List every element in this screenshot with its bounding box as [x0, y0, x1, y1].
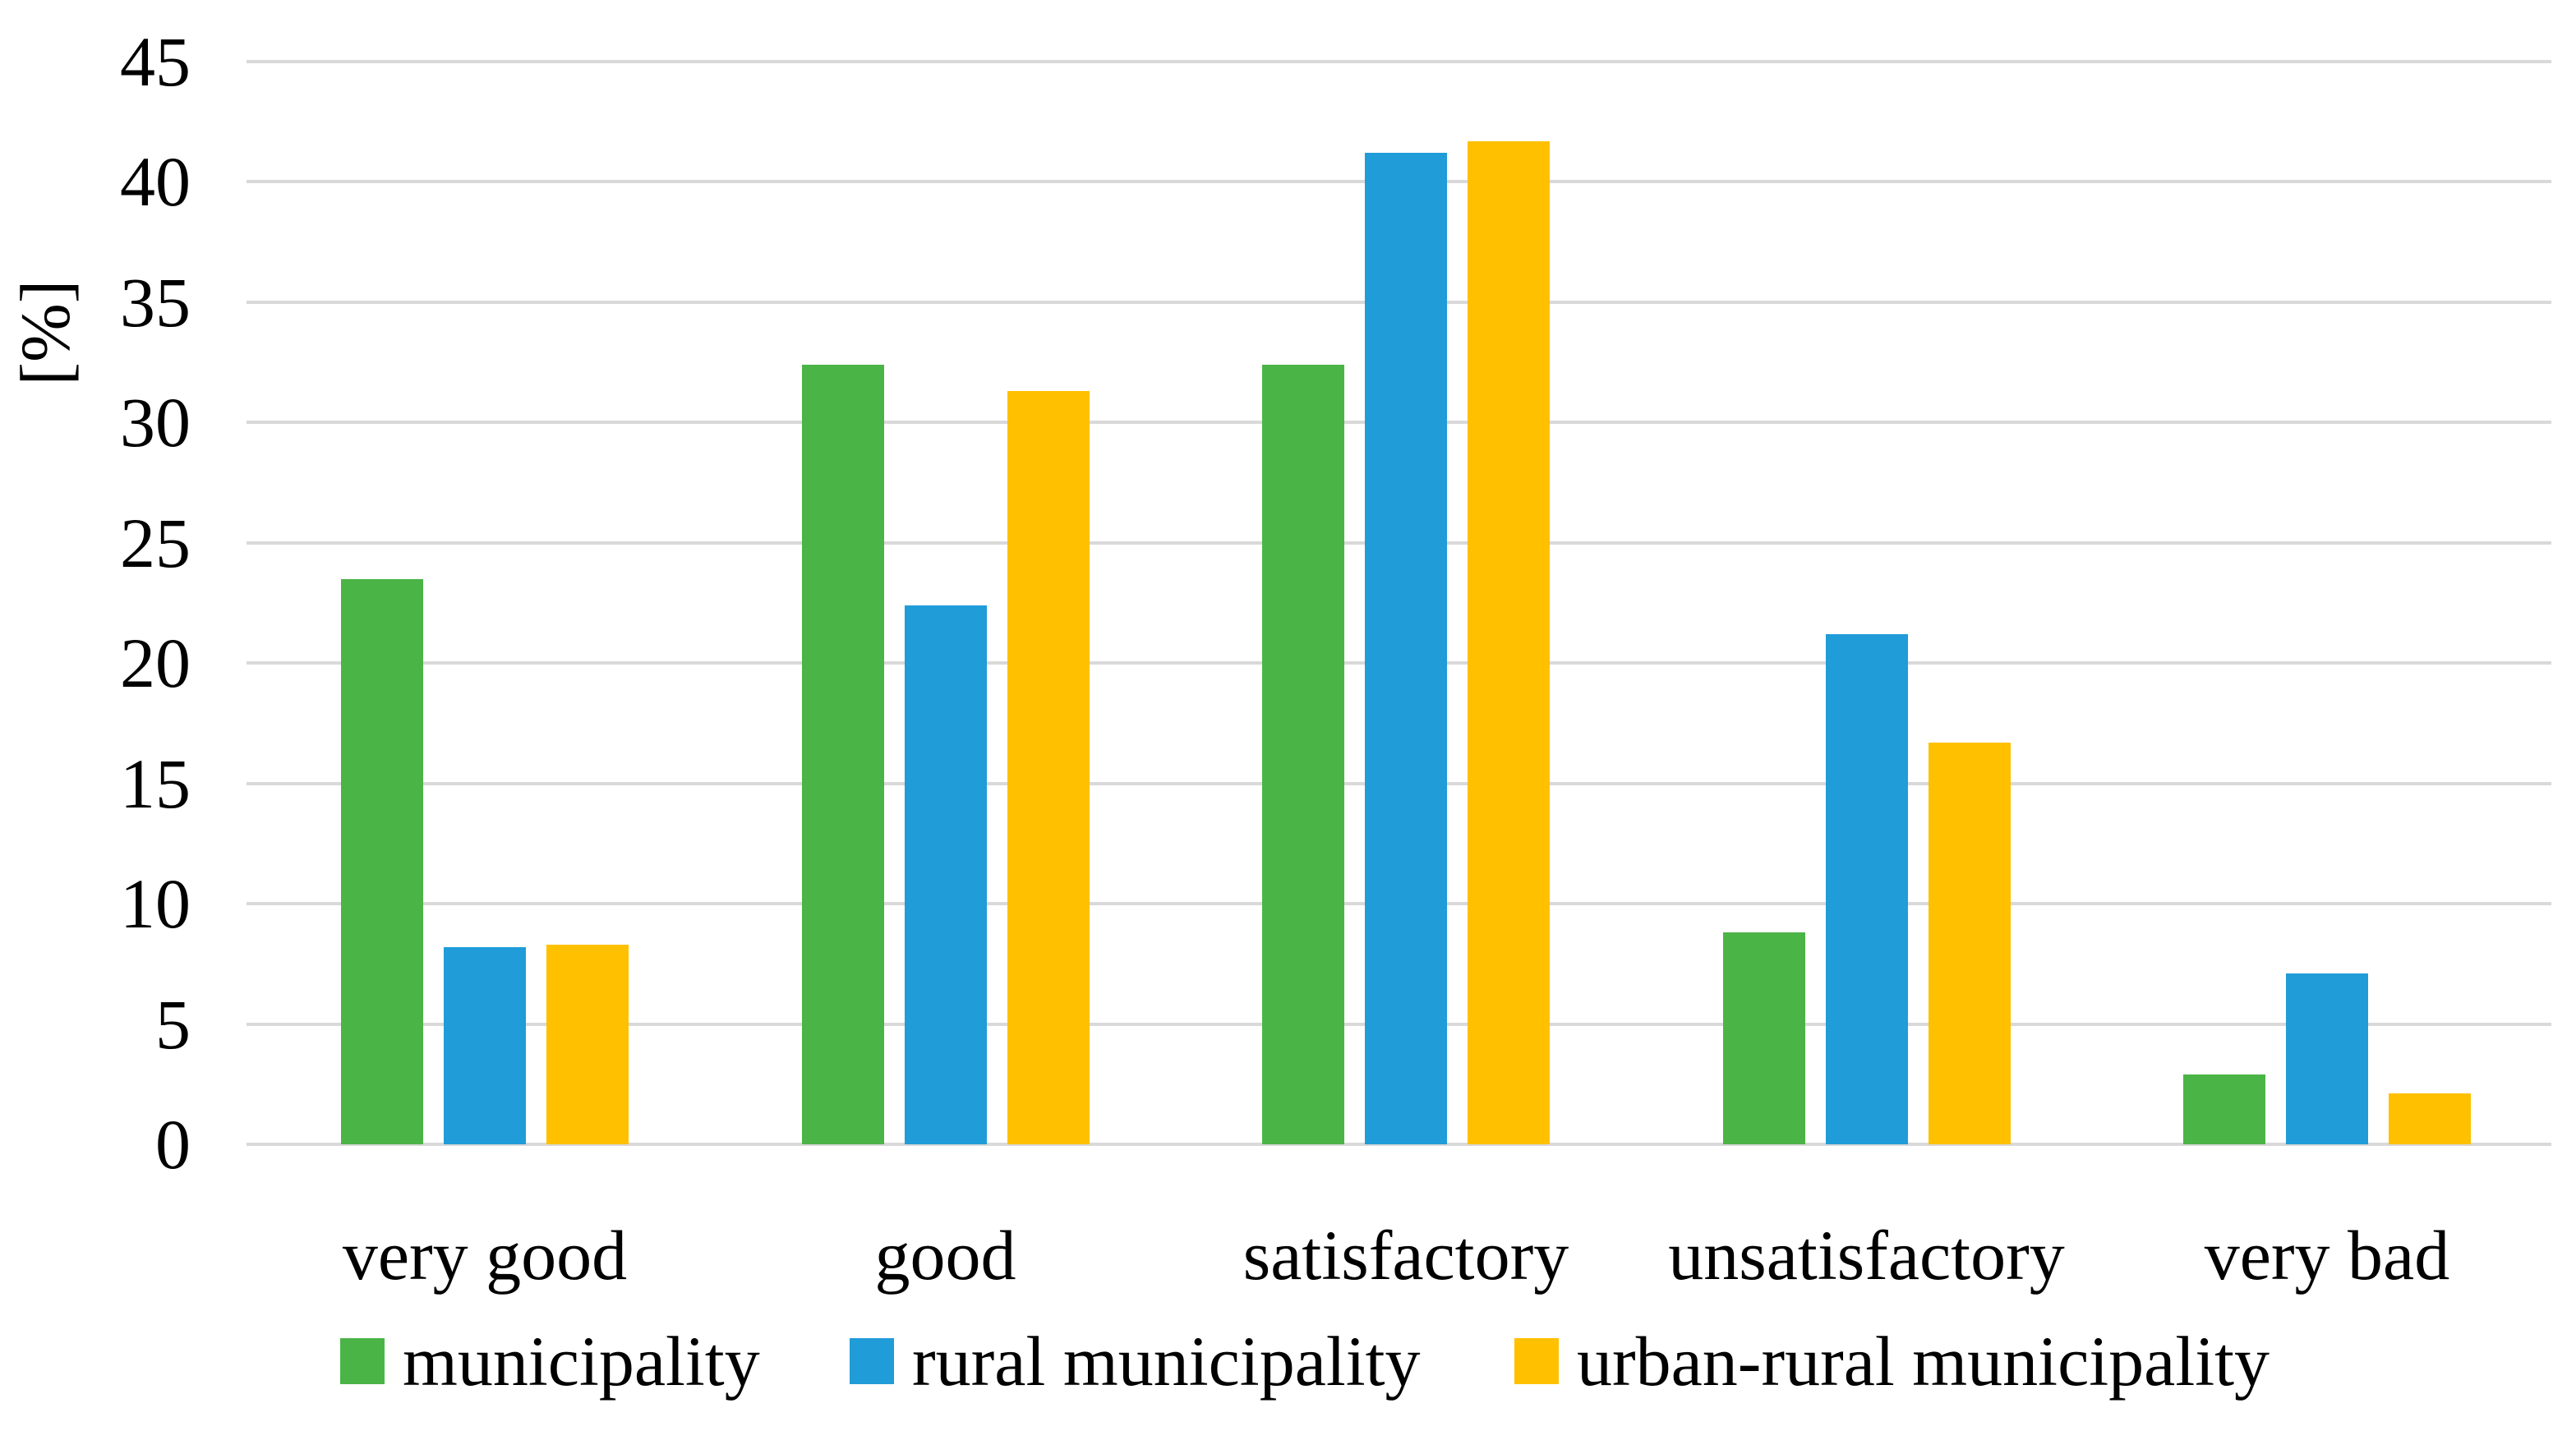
- bar-urban-rural-municipality-very-good: [546, 944, 629, 1144]
- bar-urban-rural-municipality-satisfactory: [1468, 140, 1550, 1144]
- y-tick-label-0: 0: [155, 1105, 191, 1184]
- y-tick-label-5: 5: [155, 984, 191, 1064]
- legend-item-municipality: municipality: [340, 1324, 760, 1398]
- bar-municipality-unsatisfactory: [1722, 932, 1805, 1144]
- bar-rural-municipality-unsatisfactory: [1825, 634, 1908, 1144]
- bar-rural-municipality-satisfactory: [1365, 153, 1447, 1144]
- bar-rural-municipality-good: [904, 605, 987, 1144]
- bar-municipality-good: [801, 365, 884, 1144]
- x-category-label-unsatisfactory: unsatisfactory: [1668, 1216, 2065, 1295]
- bar-municipality-satisfactory: [1262, 365, 1344, 1144]
- legend-swatch-urban-rural-municipality: [1514, 1338, 1559, 1384]
- y-tick-label-20: 20: [120, 623, 191, 703]
- y-tick-label-25: 25: [120, 503, 191, 582]
- bar-urban-rural-municipality-good: [1007, 391, 1090, 1144]
- y-tick-label-10: 10: [120, 864, 191, 944]
- legend-label-rural-municipality: rural municipality: [912, 1322, 1421, 1401]
- bar-urban-rural-municipality-very-bad: [2389, 1093, 2471, 1144]
- legend-label-urban-rural-municipality: urban-rural municipality: [1577, 1322, 2270, 1401]
- bar-rural-municipality-very-bad: [2286, 973, 2368, 1144]
- legend-label-municipality: municipality: [403, 1322, 760, 1401]
- gridline-0: [247, 1143, 2551, 1146]
- x-category-label-satisfactory: satisfactory: [1242, 1216, 1569, 1295]
- y-tick-label-35: 35: [120, 262, 191, 342]
- bar-rural-municipality-very-good: [444, 946, 526, 1144]
- bar-municipality-very-bad: [2183, 1074, 2265, 1144]
- y-tick-label-40: 40: [120, 142, 191, 222]
- x-category-label-very-good: very good: [342, 1216, 628, 1295]
- bar-municipality-very-good: [341, 578, 423, 1144]
- x-category-label-good: good: [874, 1216, 1016, 1295]
- gridline-45: [247, 60, 2551, 63]
- legend-swatch-rural-municipality: [850, 1338, 894, 1384]
- y-tick-label-15: 15: [120, 743, 191, 823]
- bar-urban-rural-municipality-unsatisfactory: [1928, 742, 2011, 1144]
- legend-item-urban-rural-municipality: urban-rural municipality: [1514, 1324, 2270, 1398]
- y-tick-label-45: 45: [120, 22, 191, 101]
- legend-swatch-municipality: [340, 1338, 385, 1384]
- x-category-label-very-bad: very bad: [2204, 1216, 2450, 1295]
- legend-item-rural-municipality: rural municipality: [850, 1324, 1421, 1398]
- y-tick-label-30: 30: [120, 383, 191, 462]
